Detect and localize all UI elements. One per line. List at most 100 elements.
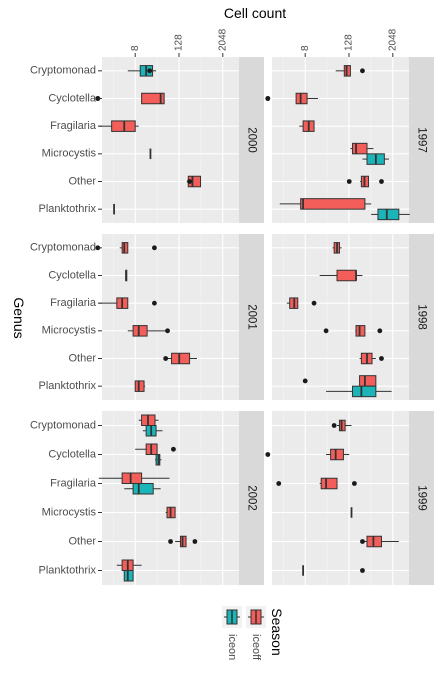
box-other-iceoff — [168, 535, 198, 548]
y-tick-label: Planktothrix — [39, 203, 97, 215]
outlier-point — [165, 328, 170, 334]
box-cryptomonad-iceoff — [332, 242, 342, 254]
panel-background — [102, 234, 239, 400]
outlier-point — [311, 300, 317, 306]
legend-key-iceoff: iceoff — [246, 606, 266, 661]
box-cryptomonad-iceon — [127, 65, 157, 77]
x-tick-label: 2048 — [217, 28, 228, 51]
facet-panel-1998: 1998 — [272, 234, 434, 400]
box-other-iceoff — [359, 352, 384, 365]
box-planktothrix-iceon — [326, 385, 392, 398]
legend-label-iceon: iceon — [226, 634, 238, 660]
outlier-point — [360, 68, 365, 74]
y-axis-title: Genus — [11, 297, 27, 338]
outlier-point — [171, 446, 176, 452]
facet-strip — [409, 411, 434, 585]
box-planktothrix-iceon — [371, 208, 410, 221]
box-other-iceoff — [360, 535, 399, 548]
facet-panel-1999: 1999 — [265, 411, 434, 585]
box-microcystis-iceoff — [323, 325, 383, 337]
outlier-point — [377, 328, 383, 334]
y-tick-label: Other — [68, 535, 96, 547]
outlier-point — [168, 539, 173, 544]
box-fragilaria-iceoff — [276, 477, 357, 490]
box-cyclotella-iceoff — [125, 269, 128, 282]
box-iqr — [336, 269, 357, 282]
box-cyclotella-iceoff — [135, 443, 176, 455]
legend-key-iceon: iceon — [222, 606, 242, 660]
box-iqr — [295, 92, 308, 105]
box-iqr — [300, 198, 366, 210]
facet-strip-label: 1998 — [415, 304, 427, 330]
outlier-point — [265, 96, 271, 101]
x-tick-label: 8 — [300, 45, 311, 51]
outlier-point — [331, 423, 337, 428]
box-fragilaria-iceon — [124, 483, 161, 495]
outlier-point — [351, 481, 357, 486]
x-tick-label: 128 — [174, 34, 185, 51]
box-iqr — [132, 483, 154, 495]
outlier-point — [360, 539, 365, 544]
box-cryptomonad-iceoff — [95, 242, 157, 254]
box-other-iceoff — [346, 175, 384, 188]
facet-panel-2000: 2000 8 128 2048 Cryptomonad Cyclotella Fragila… — [30, 28, 264, 223]
facet-strip-label: 2001 — [245, 304, 257, 330]
panel-background — [272, 57, 409, 223]
y-tick-label: Fragilaria — [50, 477, 97, 489]
box-cyclotella-iceoff — [95, 92, 165, 105]
facet-strip — [409, 57, 434, 223]
x-axis-title: Cell count — [224, 5, 286, 21]
box-cryptomonad-iceon — [142, 425, 163, 437]
y-tick-label: Fragilaria — [50, 120, 97, 132]
facet-strip — [409, 234, 434, 400]
y-tick-label: Cyclotella — [48, 448, 97, 460]
box-iqr — [132, 325, 148, 337]
legend: Season iceon iceoff — [222, 606, 285, 661]
box-iqr — [121, 472, 143, 484]
box-microcystis-iceon — [362, 153, 389, 165]
panel-background — [272, 234, 409, 400]
facet-panel-2002: 2002 Cryptomonad Cyclotella Fragilaria Micro… — [30, 411, 264, 585]
outlier-point — [379, 356, 384, 361]
box-fragilaria-iceoff — [286, 297, 317, 309]
facet-strip — [239, 411, 264, 585]
box-iqr — [352, 385, 377, 398]
outlier-point — [379, 179, 384, 184]
box-other-iceoff — [186, 175, 202, 188]
y-tick-label: Cyclotella — [48, 92, 97, 104]
box-planktothrix-iceoff — [302, 565, 365, 576]
outlier-point — [187, 179, 192, 184]
box-cryptomonad-iceoff — [331, 419, 352, 432]
y-tick-label: Microcystis — [42, 325, 97, 337]
box-iqr — [171, 352, 191, 365]
outlier-point — [95, 245, 101, 251]
facet-strip-label: 1999 — [415, 485, 427, 511]
facet-panels: 2000 8 128 2048 Cryptomonad Cyclotella Fragila… — [30, 28, 434, 585]
y-tick-label: Other — [68, 175, 96, 187]
y-tick-label: Fragilaria — [50, 297, 97, 309]
outlier-point — [147, 68, 153, 74]
box-fragilaria-iceoff — [299, 120, 315, 132]
legend-label-iceoff: iceoff — [250, 634, 262, 661]
outlier-point — [163, 356, 169, 361]
box-iqr — [141, 92, 165, 105]
panel-background — [102, 411, 239, 585]
y-tick-label: Other — [68, 352, 96, 364]
outlier-point — [360, 568, 365, 573]
outlier-point — [302, 378, 308, 384]
y-tick-label: Planktothrix — [39, 564, 97, 576]
box-planktothrix-iceoff — [134, 380, 146, 392]
outlier-point — [95, 96, 101, 101]
box-iqr — [359, 375, 377, 387]
box-iqr — [320, 477, 338, 490]
y-tick-label: Cryptomonad — [30, 65, 96, 77]
facet-strip-label: 2002 — [245, 485, 257, 511]
outlier-point — [265, 452, 271, 457]
box-iqr — [377, 208, 400, 221]
box-fragilaria-iceoff — [98, 472, 170, 484]
box-iqr — [330, 448, 344, 461]
outlier-point — [346, 179, 352, 184]
panel-background — [272, 411, 409, 585]
outlier-point — [276, 481, 282, 486]
box-iqr — [352, 142, 368, 155]
